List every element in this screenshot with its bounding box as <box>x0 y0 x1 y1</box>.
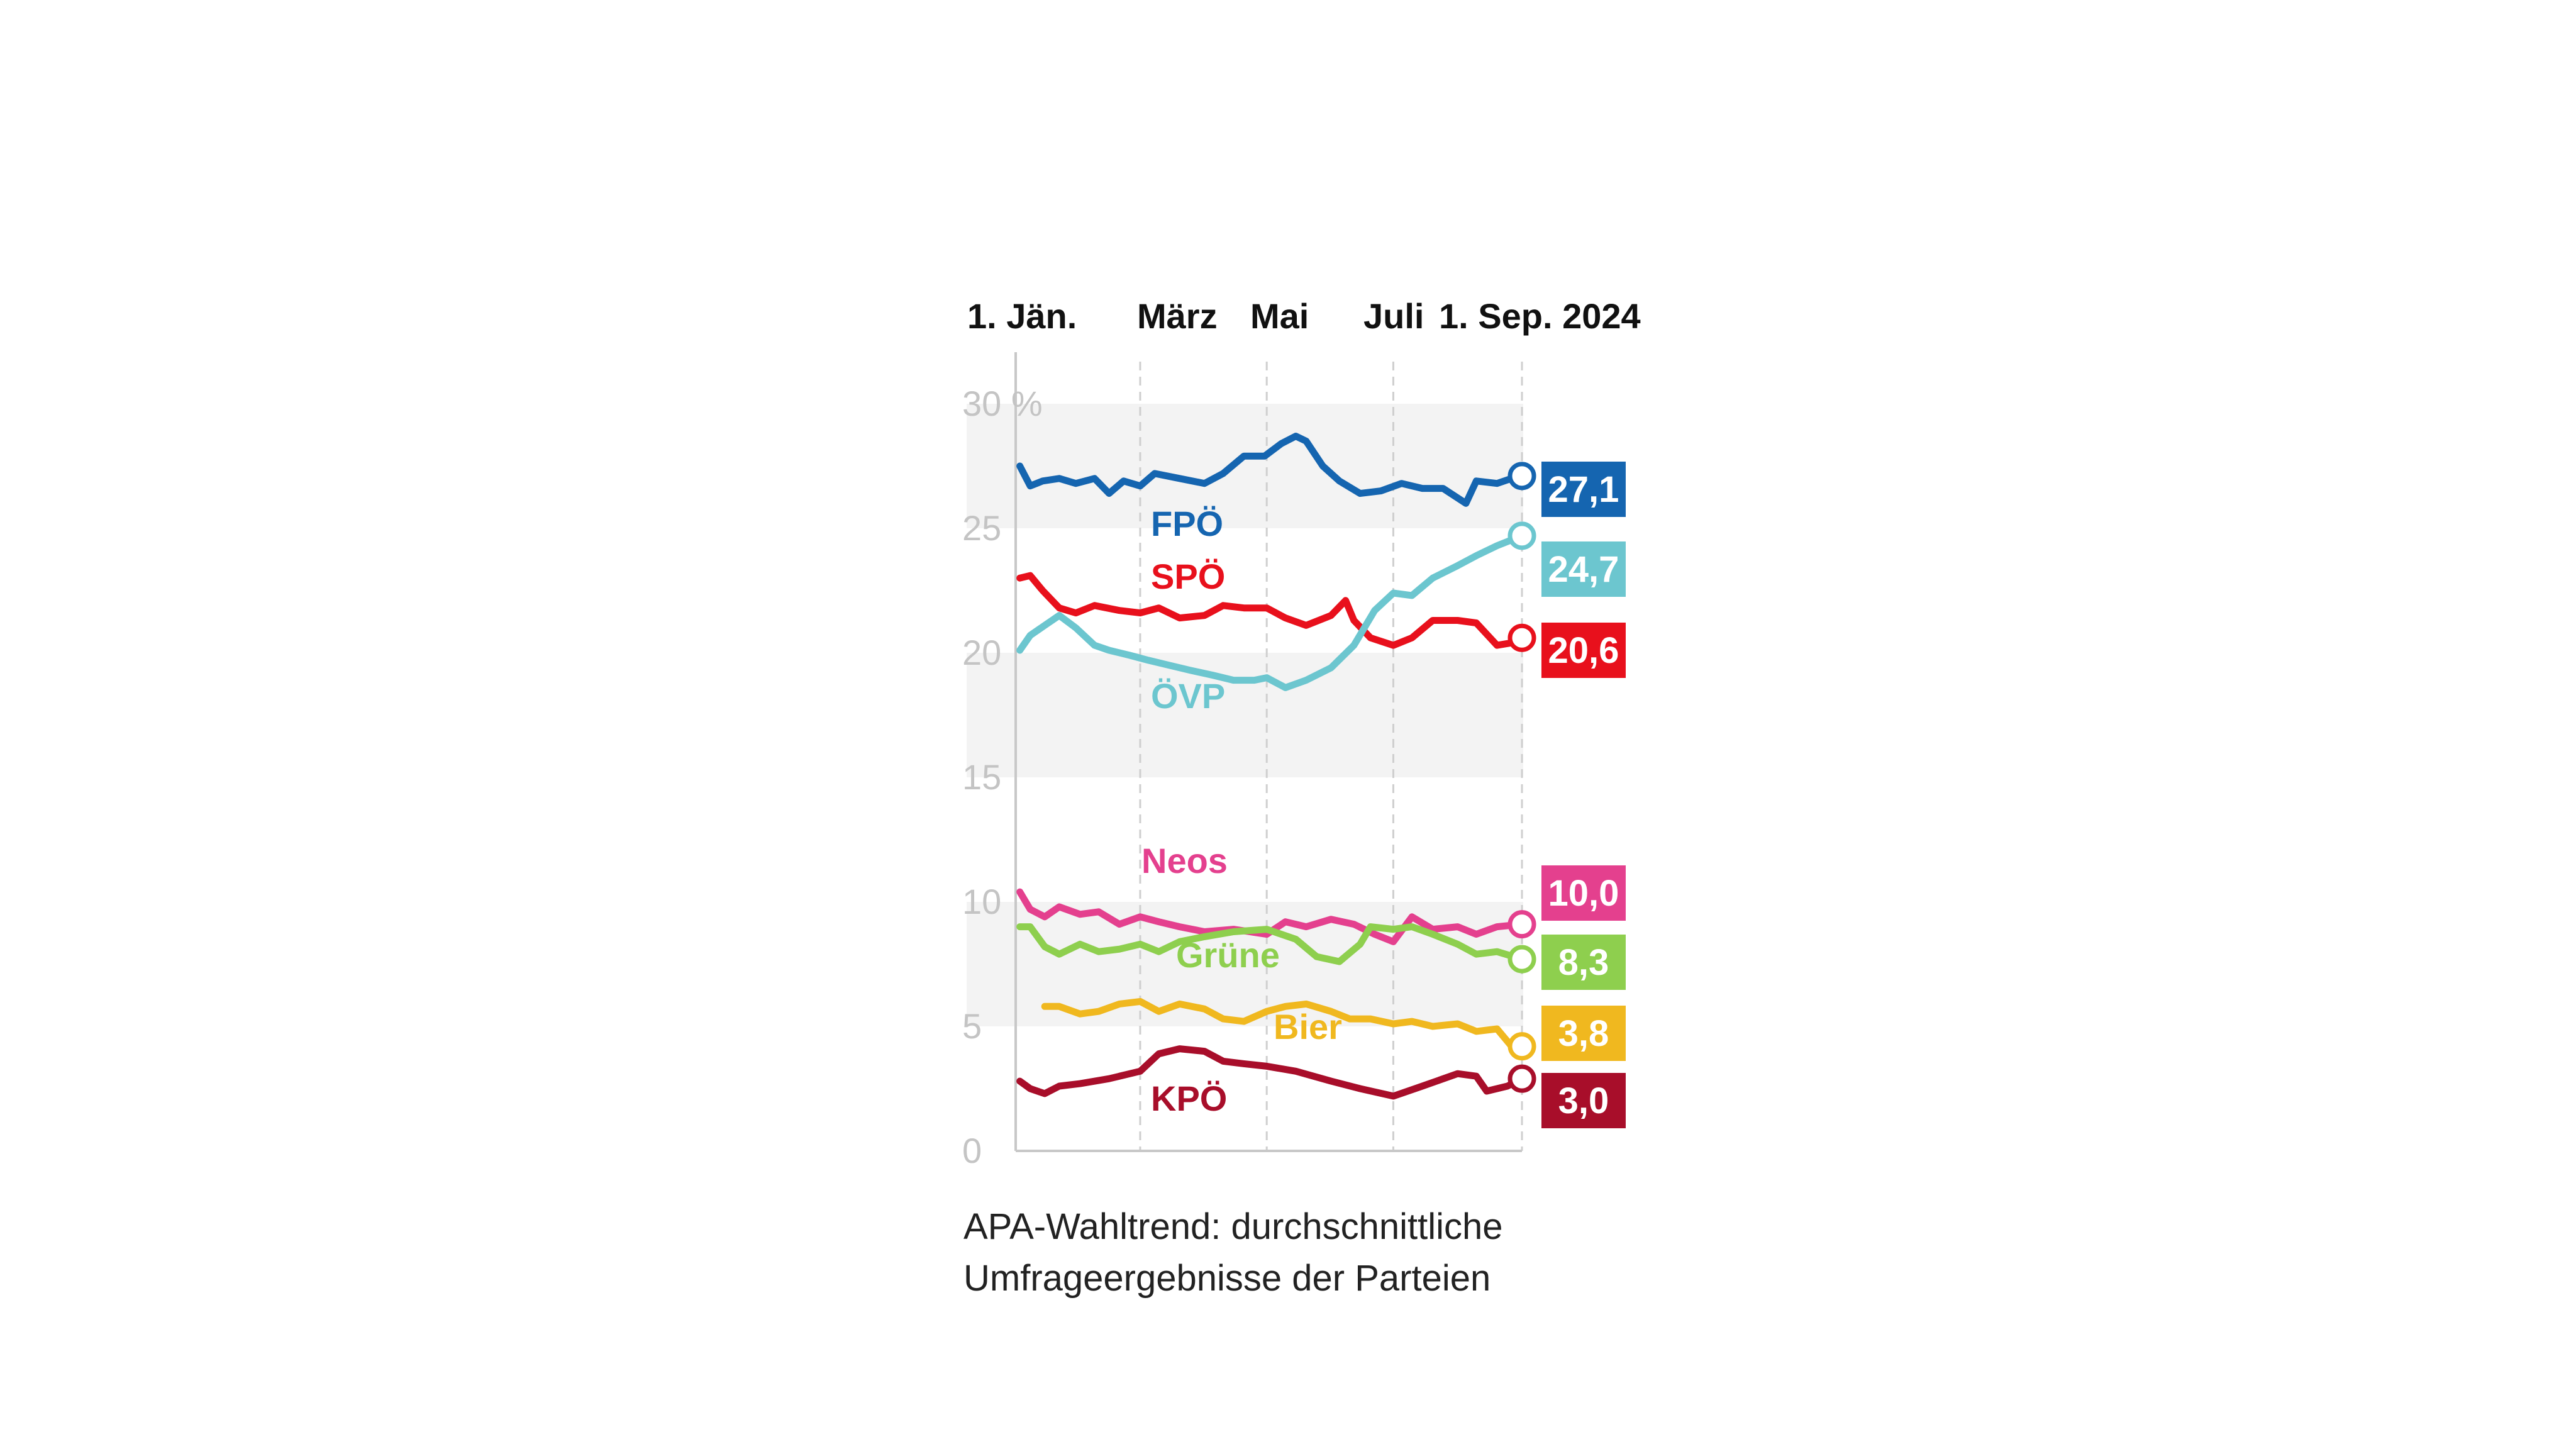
series-labels: FPÖ SPÖ ÖVP Neos Grüne Bier KPÖ <box>1141 504 1342 1118</box>
band-1 <box>967 653 1523 777</box>
y-tick-label-5: 5 <box>962 1006 982 1046</box>
x-tick-label-maerz: März <box>1137 296 1218 336</box>
series-line-bier <box>1041 997 1526 1050</box>
value-box-spoe <box>1541 623 1626 678</box>
value-label-neos: 10,0 <box>1548 873 1619 914</box>
x-tick-label-juli: Juli <box>1363 296 1424 336</box>
series-lines <box>1016 433 1526 1100</box>
value-box-gruene <box>1541 935 1626 990</box>
end-marker-spoe <box>1507 623 1536 652</box>
value-label-fpoe: 27,1 <box>1548 469 1619 510</box>
end-marker-gruene <box>1507 945 1536 974</box>
background-bands <box>967 404 1523 1026</box>
x-tick-label-mai: Mai <box>1250 296 1309 336</box>
caption-line-1: APA-Wahltrend: durchschnittliche <box>963 1206 1503 1247</box>
y-tick-label-30: 30 % <box>962 384 1043 423</box>
series-line-neos <box>1016 888 1526 945</box>
value-label-oevp: 24,7 <box>1548 549 1619 590</box>
end-marker-kpoe <box>1507 1064 1536 1093</box>
x-tick-label-1-sep-2024: 1. Sep. 2024 <box>1439 296 1641 336</box>
y-tick-label-10: 10 <box>962 882 1001 921</box>
chart-caption: APA-Wahltrend: durchschnittliche Umfrage… <box>963 1201 1655 1304</box>
x-axis-labels: 1. Jän. März Mai Juli 1. Sep. 2024 <box>967 296 1641 336</box>
value-label-spoe: 20,6 <box>1548 630 1619 671</box>
value-box-fpoe <box>1541 462 1626 517</box>
series-line-gruene <box>1016 923 1526 965</box>
series-label-kpoe: KPÖ <box>1151 1079 1227 1118</box>
value-label-gruene: 8,3 <box>1558 942 1609 983</box>
value-box-oevp <box>1541 541 1626 597</box>
series-line-oevp <box>1016 532 1526 691</box>
series-label-fpoe: FPÖ <box>1151 504 1223 543</box>
y-axis-labels: 0 5 10 15 20 25 30 % <box>962 384 1043 1170</box>
y-tick-label-0: 0 <box>962 1131 982 1170</box>
value-box-neos <box>1541 865 1626 921</box>
series-label-bier: Bier <box>1274 1007 1342 1046</box>
end-marker-neos <box>1507 910 1536 939</box>
axes <box>1014 352 1522 1152</box>
series-label-spoe: SPÖ <box>1151 557 1225 596</box>
value-box-bier <box>1541 1006 1626 1061</box>
series-line-fpoe <box>1016 433 1526 507</box>
vertical-gridlines <box>1139 362 1523 1151</box>
value-box-kpoe <box>1541 1073 1626 1128</box>
series-line-kpoe <box>1016 1045 1526 1100</box>
series-label-neos: Neos <box>1141 841 1228 880</box>
value-label-bier: 3,8 <box>1558 1013 1609 1054</box>
y-tick-label-20: 20 <box>962 633 1001 672</box>
y-tick-label-15: 15 <box>962 757 1001 797</box>
y-tick-label-25: 25 <box>962 508 1001 548</box>
latest-value-boxes: 27,1 20,6 24,7 10,0 8,3 3,8 3,0 <box>1541 462 1626 1128</box>
end-marker-fpoe <box>1507 462 1536 491</box>
series-line-spoe <box>1016 572 1526 649</box>
series-label-gruene: Grüne <box>1176 935 1280 975</box>
caption-line-2: Umfrageergebnisse der Parteien <box>963 1258 1491 1299</box>
end-marker-bier <box>1507 1032 1536 1061</box>
band-2 <box>967 404 1523 528</box>
series-label-oevp: ÖVP <box>1151 676 1225 716</box>
x-tick-label-1-jaen-: 1. Jän. <box>967 296 1077 336</box>
series-end-markers <box>1507 462 1536 1093</box>
end-marker-oevp <box>1507 521 1536 550</box>
value-label-kpoe: 3,0 <box>1558 1080 1609 1121</box>
